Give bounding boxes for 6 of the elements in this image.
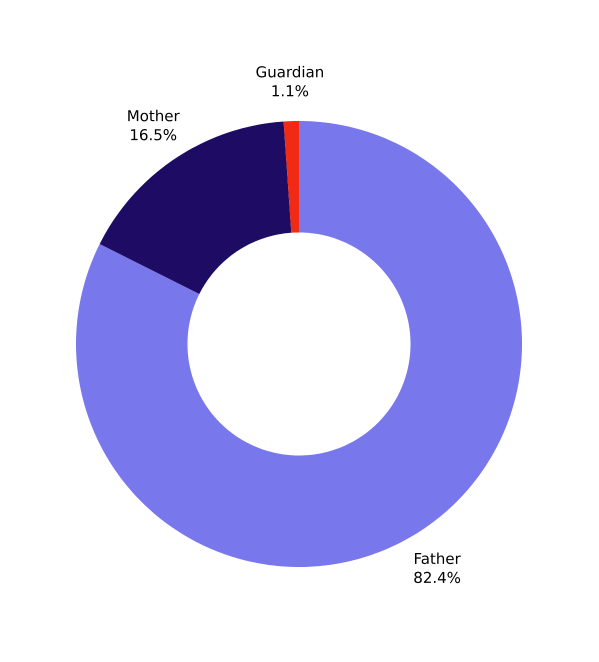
slice-label: Guardian <box>256 66 323 78</box>
data-label: 16.5% <box>131 129 176 140</box>
data-label: 1.1% <box>272 85 308 96</box>
data-label: 82.4% <box>414 572 460 584</box>
slice-label: Father <box>414 552 461 564</box>
slice-label: Mother <box>128 110 180 122</box>
